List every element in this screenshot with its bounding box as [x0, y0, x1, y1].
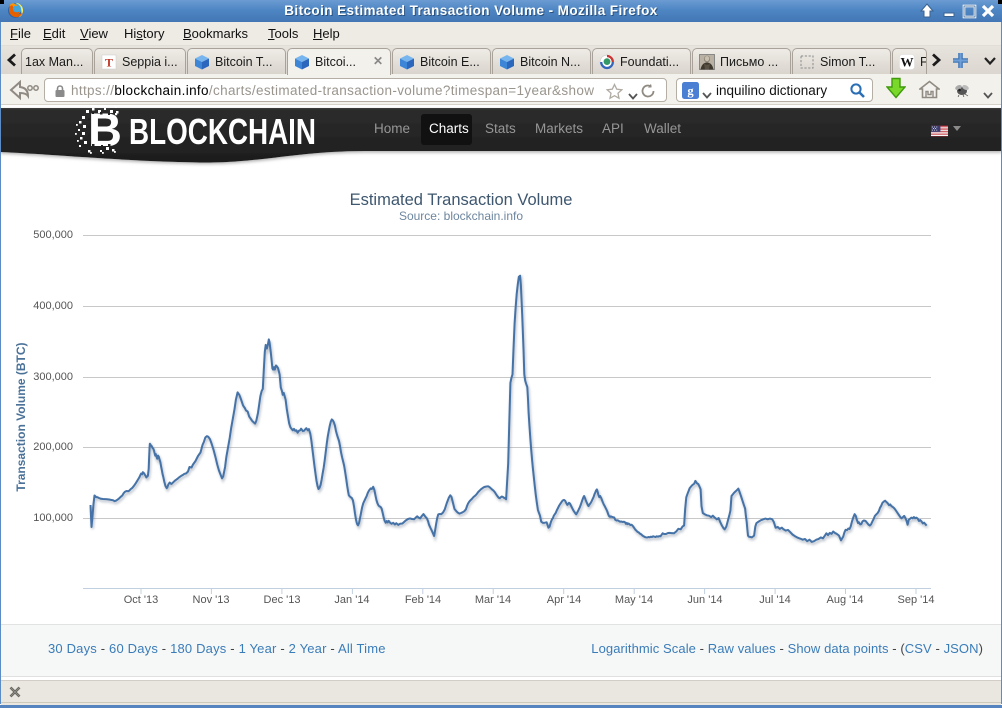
svg-text:W: W — [901, 55, 914, 70]
svg-text:T: T — [105, 56, 113, 70]
svg-text:g: g — [687, 84, 694, 98]
svg-text:BLOCKCHAIN: BLOCKCHAIN — [129, 111, 316, 152]
